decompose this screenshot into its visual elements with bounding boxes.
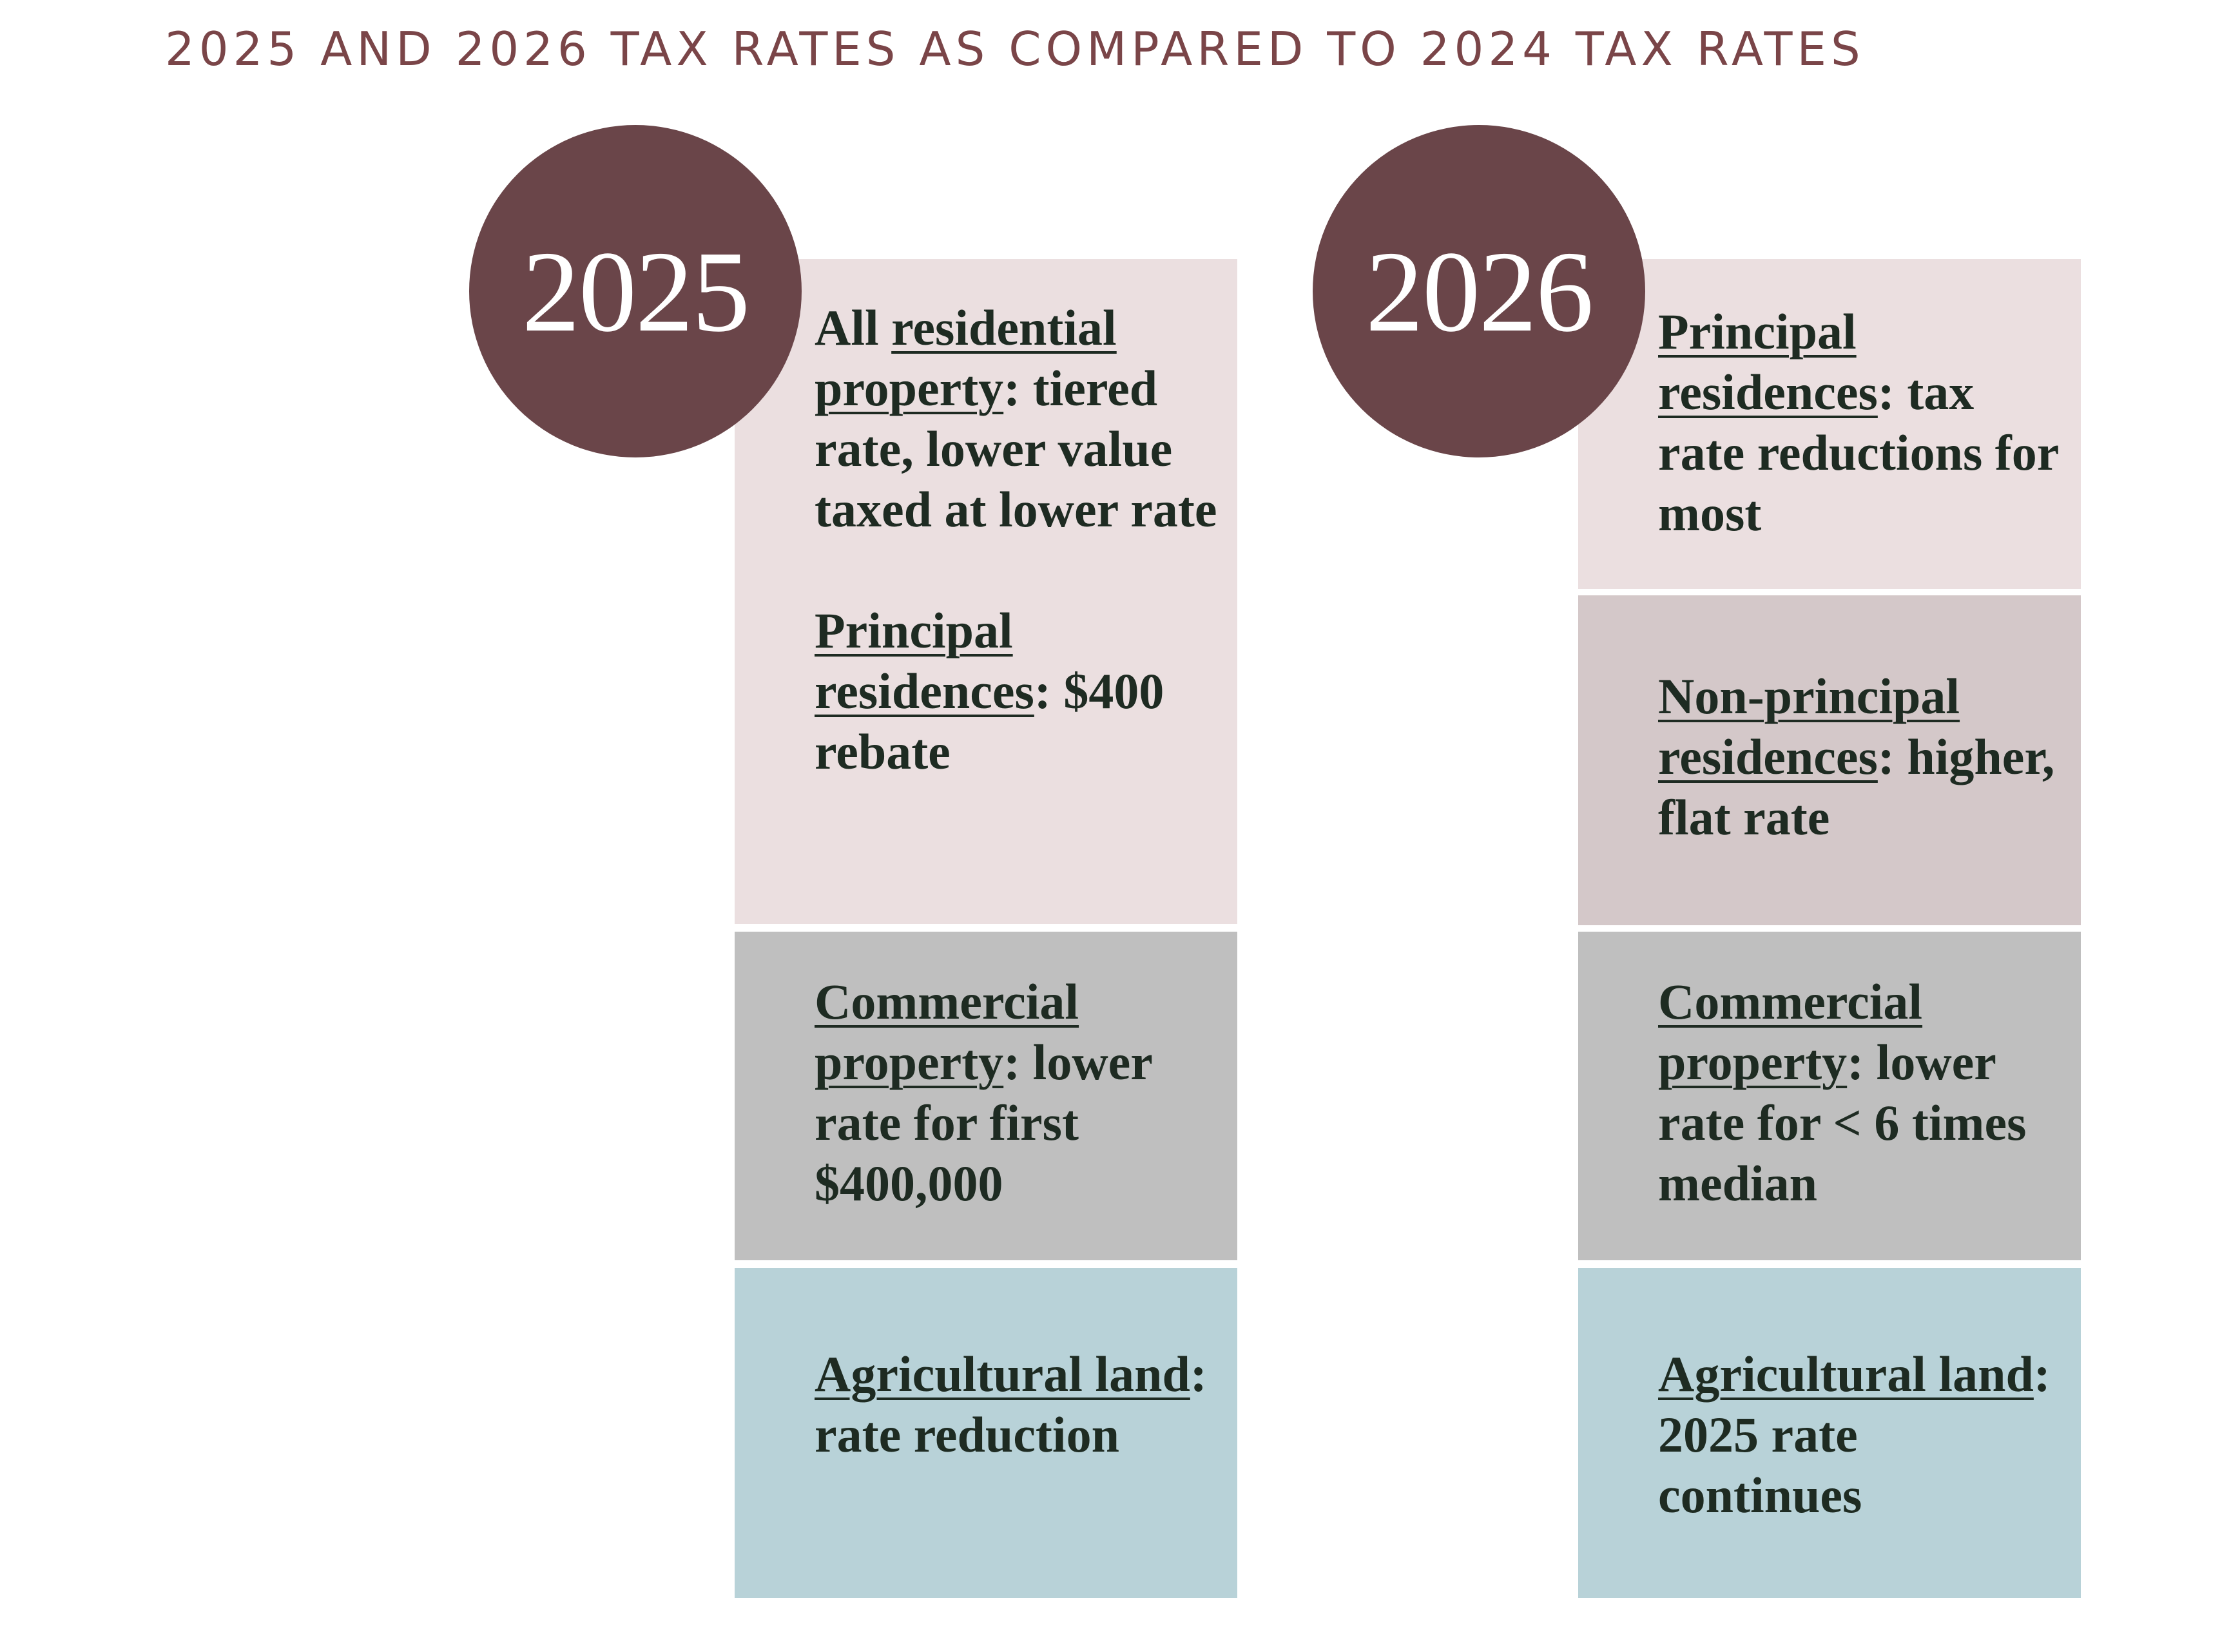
principal-box-2026: Principal residences: tax rate reduction…: [1578, 259, 2081, 589]
principal-term-2026: Principal residences: [1658, 303, 1878, 420]
non-principal-desc-2026: : higher, flat rate: [1658, 729, 2055, 845]
year-badge-2026: 2026: [1313, 125, 1645, 457]
agricultural-desc-2025: : rate reduction: [815, 1346, 1207, 1463]
commercial-desc-2025: : lower rate for first $400,000: [815, 1034, 1152, 1211]
residential-term: residential property: [815, 300, 1117, 416]
residential-text-2025: All residential property: tiered rate, l…: [815, 298, 1224, 540]
principal-term-2025: Principal residences: [815, 602, 1034, 719]
year-label-2026: 2026: [1366, 227, 1594, 356]
commercial-desc-2026: : lower rate for < 6 times median: [1658, 1034, 2027, 1211]
column-2026: 2026 Principal residences: tax rate redu…: [1313, 0, 2081, 1652]
principal-desc-2025: : $400 rebate: [815, 663, 1164, 780]
non-principal-term-2026: Non-principal residences: [1658, 668, 1960, 785]
commercial-box-2026: Commercial property: lower rate for < 6 …: [1578, 932, 2081, 1260]
principal-text-2025: Principal residences: $400 rebate: [815, 600, 1224, 782]
agricultural-box-2026: Agricultural land: 2025 rate continues: [1578, 1268, 2081, 1598]
commercial-text-2025: Commercial property: lower rate for firs…: [815, 972, 1224, 1214]
non-principal-box-2026: Non-principal residences: higher, flat r…: [1578, 595, 2081, 925]
commercial-term-2025: Commercial property: [815, 974, 1079, 1090]
agricultural-term-2025: Agricultural land: [815, 1346, 1190, 1402]
residential-prefix: All: [815, 300, 892, 356]
year-badge-2025: 2025: [469, 125, 802, 457]
principal-desc-2026: : tax rate reductions for most: [1658, 364, 2058, 541]
agricultural-text-2026: Agricultural land: 2025 rate continues: [1658, 1344, 2068, 1526]
commercial-box-2025: Commercial property: lower rate for firs…: [735, 932, 1237, 1260]
agricultural-box-2025: Agricultural land: rate reduction: [735, 1268, 1237, 1598]
agricultural-term-2026: Agricultural land: [1658, 1346, 2034, 1402]
commercial-term-2026: Commercial property: [1658, 974, 1923, 1090]
column-2025: 2025 All residential property: tiered ra…: [469, 0, 1237, 1652]
non-principal-text-2026: Non-principal residences: higher, flat r…: [1658, 666, 2068, 848]
principal-text-2026: Principal residences: tax rate reduction…: [1658, 302, 2068, 544]
residential-desc: : tiered rate, lower value taxed at lowe…: [815, 360, 1217, 537]
year-label-2025: 2025: [522, 227, 750, 356]
page-title: 2025 AND 2026 TAX RATES AS COMPARED TO 2…: [165, 22, 1865, 76]
commercial-text-2026: Commercial property: lower rate for < 6 …: [1658, 972, 2068, 1214]
residential-box-2025: All residential property: tiered rate, l…: [735, 259, 1237, 924]
agricultural-desc-2026: : 2025 rate continues: [1658, 1346, 2051, 1523]
agricultural-text-2025: Agricultural land: rate reduction: [815, 1344, 1224, 1465]
